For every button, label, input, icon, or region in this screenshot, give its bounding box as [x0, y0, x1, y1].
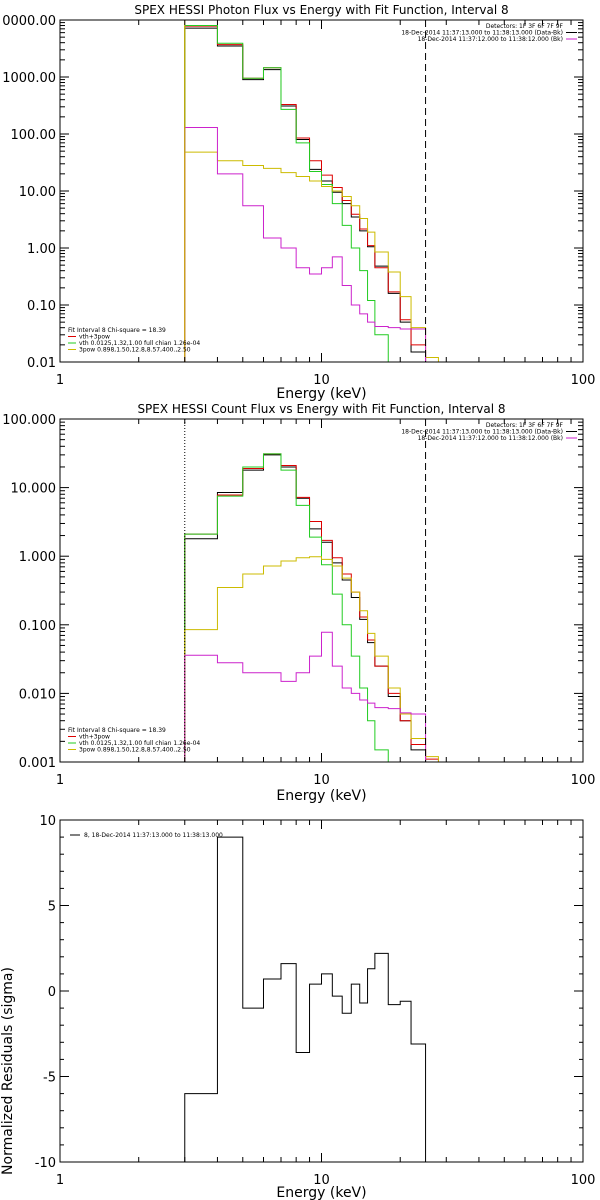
x-tick-label: 10	[313, 773, 330, 788]
y-tick-label: 100.00	[11, 128, 57, 143]
y-tick-label: 10.000	[11, 482, 57, 497]
legend-top-entry: 18-Dec-2014 11:37:13.000 to 11:38:13.000…	[401, 429, 563, 436]
y-tick-label: 1000.00	[2, 71, 56, 86]
x-tick-label: 10	[313, 373, 330, 388]
plot-frame	[59, 819, 584, 1163]
x-tick-label: 1	[56, 1173, 64, 1188]
y-tick-label: 1.00	[27, 242, 56, 257]
legend-top-entry: 18-Dec-2014 11:37:12.000 to 11:38:12.000…	[418, 435, 563, 442]
legend-top-entry: 8, 18-Dec-2014 11:37:13.000 to 11:38:13.…	[84, 832, 223, 839]
series-group	[184, 453, 439, 762]
x-tick-label: 100	[571, 773, 596, 788]
x-tick-label: 100	[571, 373, 596, 388]
x-tick-label: 1	[56, 773, 64, 788]
y-tick-label: 0.001	[19, 756, 56, 771]
x-axis-label: Energy (keV)	[276, 788, 366, 804]
series-line-4	[184, 631, 427, 762]
y-tick-label: -10	[35, 1156, 56, 1171]
y-tick-label: 0.010	[19, 687, 56, 702]
legend-bottom-entry: vth 0.0125,1.32,1.00 full chian 1.26e-04	[79, 740, 200, 747]
y-tick-label: 10	[39, 814, 56, 829]
y-tick-label: -5	[43, 1071, 56, 1086]
plot-frame	[59, 418, 584, 763]
legend-bottom-entry: 3pow 0.898,1.50,12.8,8.57,400.,2.50	[79, 347, 191, 354]
x-tick-label: 1	[56, 373, 64, 388]
series-line-1	[184, 453, 439, 762]
y-tick-label: 0.01	[27, 356, 56, 371]
series-line-0	[184, 836, 427, 1162]
x-tick-label: 10	[313, 1173, 330, 1188]
chart-title: SPEX HESSI Count Flux vs Energy with Fit…	[137, 402, 505, 416]
legend-bottom-entry: 3pow 0.898,1.50,12.8,8.57,400.,2.50	[79, 747, 191, 754]
legend-bottom-entry: Fit Interval 8 Chi-square = 18.39	[68, 327, 166, 334]
series-line-3	[184, 151, 439, 362]
legend-bottom-entry: vth 0.0125,1.32,1.00 full chian 1.26e-04	[79, 340, 200, 347]
series-line-3	[184, 556, 439, 762]
series-group	[184, 836, 427, 1162]
series-line-2	[184, 453, 389, 762]
plot-frame	[59, 19, 584, 363]
x-axis-label: Energy (keV)	[276, 386, 366, 402]
y-tick-label: 0	[48, 985, 56, 1000]
y-tick-label: 0000.00	[2, 14, 56, 29]
y-axis-label: Normalized Residuals (sigma)	[0, 967, 16, 1175]
count-flux-panel: SPEX HESSI Count Flux vs Energy with Fit…	[2, 402, 595, 804]
legend-top-entry: Detectors: 1F 3F 6F 7F 9F	[486, 23, 564, 30]
legend-top-entry: 18-Dec-2014 11:37:13.000 to 11:38:13.000…	[401, 30, 563, 37]
chart-title: SPEX HESSI Photon Flux vs Energy with Fi…	[134, 3, 508, 17]
legend-bottom-entry: vth+3pow	[79, 734, 110, 741]
y-tick-label: 10.00	[19, 185, 56, 200]
legend-bottom-entry: Fit Interval 8 Chi-square = 18.39	[68, 727, 166, 734]
legend-top-entry: Detectors: 1F 3F 6F 7F 9F	[486, 422, 564, 429]
y-tick-label: 1.000	[19, 550, 56, 565]
y-tick-label: 5	[48, 900, 56, 915]
series-line-2	[184, 25, 401, 362]
series-line-0	[184, 454, 439, 762]
series-line-4	[184, 127, 427, 362]
x-axis-label: Energy (keV)	[276, 1185, 366, 1200]
y-tick-label: 100.000	[2, 413, 56, 428]
y-tick-label: 0.10	[27, 299, 56, 314]
photon-flux-panel: SPEX HESSI Photon Flux vs Energy with Fi…	[2, 3, 595, 402]
legend-top-entry: 18-Dec-2014 11:37:12.000 to 11:38:12.000…	[418, 36, 563, 43]
legend-bottom-entry: vth+3pow	[79, 334, 110, 341]
series-group	[184, 25, 439, 362]
x-tick-label: 100	[571, 1173, 596, 1188]
y-tick-label: 0.100	[19, 619, 56, 634]
